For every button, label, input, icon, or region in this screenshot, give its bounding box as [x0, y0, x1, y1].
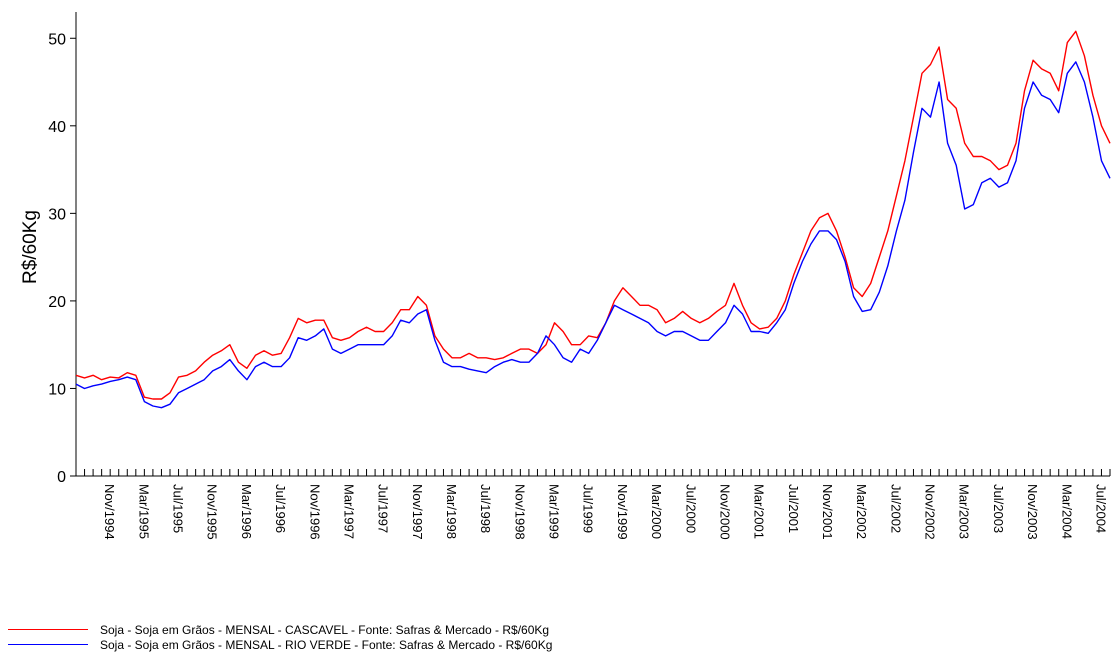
x-tick-label: Mar/2000 — [649, 484, 664, 539]
y-tick-label: 10 — [48, 381, 66, 398]
y-tick-label: 0 — [57, 469, 66, 486]
x-tick-label: Nov/1998 — [512, 484, 527, 540]
legend-swatch-rio-verde — [8, 644, 88, 645]
x-tick-label: Jul/1999 — [581, 484, 596, 533]
y-axis-title: R$/60Kg — [20, 210, 41, 284]
legend-swatch-cascavel — [8, 629, 88, 630]
x-tick-label: Jul/1998 — [478, 484, 493, 533]
y-tick-label: 50 — [48, 31, 66, 48]
x-tick-label: Nov/2000 — [717, 484, 732, 540]
y-axis: 0 10 20 30 40 50 — [48, 12, 77, 486]
legend-label-rio-verde: Soja - Soja em Grãos - MENSAL - RIO VERD… — [100, 637, 553, 652]
x-tick-label: Jul/2003 — [991, 484, 1006, 533]
series-line-cascavel — [75, 30, 1111, 400]
x-tick-label: Mar/1995 — [136, 484, 151, 539]
x-tick-label: Mar/1996 — [239, 484, 254, 539]
x-tick-label: Jul/1996 — [273, 484, 288, 533]
y-tick-label: 40 — [48, 119, 66, 136]
x-tick-label: Mar/2004 — [1059, 484, 1074, 539]
x-tick-label: Jul/2000 — [683, 484, 698, 533]
x-tick-label: Jul/2004 — [1093, 484, 1108, 533]
x-tick-label: Nov/1999 — [615, 484, 630, 540]
y-tick-label: 30 — [48, 206, 66, 223]
x-tick-label: Jul/1995 — [171, 484, 186, 533]
x-tick-label: Jul/2001 — [786, 484, 801, 533]
x-tick-label: Mar/1999 — [547, 484, 562, 539]
x-tick-label: Nov/2003 — [1025, 484, 1040, 540]
series-layer — [75, 30, 1111, 409]
x-axis: Nov/1994 Mar/1995 Jul/1995 Nov/1995 Mar/1996… — [75, 469, 1111, 540]
legend-item-cascavel: Soja - Soja em Grãos - MENSAL - CASCAVEL… — [8, 622, 552, 637]
x-tick-label: Nov/1994 — [102, 484, 117, 540]
legend-label-cascavel: Soja - Soja em Grãos - MENSAL - CASCAVEL… — [100, 622, 550, 637]
legend-item-rio-verde: Soja - Soja em Grãos - MENSAL - RIO VERD… — [8, 637, 552, 652]
x-tick-label: Mar/2002 — [854, 484, 869, 539]
legend: Soja - Soja em Grãos - MENSAL - CASCAVEL… — [8, 622, 552, 652]
x-tick-label: Jul/2002 — [888, 484, 903, 533]
y-tick-label: 20 — [48, 294, 66, 311]
x-tick-label: Nov/1997 — [410, 484, 425, 540]
x-tick-label: Mar/2003 — [957, 484, 972, 539]
x-tick-label: Mar/2001 — [752, 484, 767, 539]
x-tick-label: Mar/1998 — [444, 484, 459, 539]
x-tick-label: Nov/1996 — [307, 484, 322, 540]
x-tick-label: Nov/2001 — [820, 484, 835, 540]
x-tick-label: Jul/1997 — [376, 484, 391, 533]
series-line-rio-verde — [75, 61, 1111, 409]
x-tick-label: Nov/1995 — [205, 484, 220, 540]
x-tick-label: Nov/2002 — [923, 484, 938, 540]
x-tick-label: Mar/1997 — [341, 484, 356, 539]
